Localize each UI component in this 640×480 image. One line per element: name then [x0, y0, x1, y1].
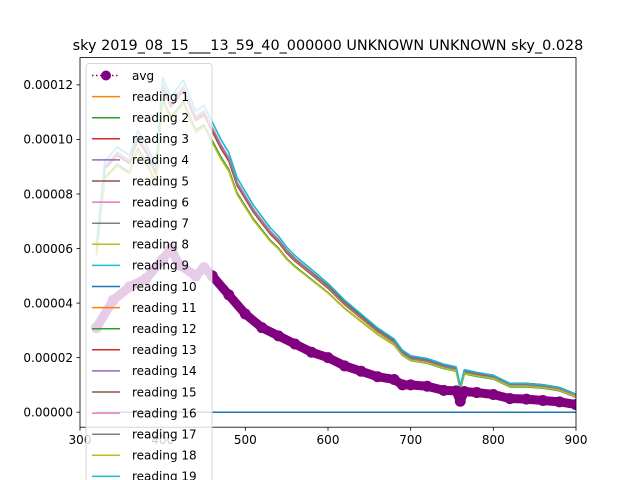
- avg-point: [272, 330, 284, 342]
- x-tick-label: 900: [565, 433, 588, 447]
- legend-item: reading 14: [92, 364, 197, 378]
- legend-item: reading 4: [92, 153, 189, 167]
- avg-point: [520, 393, 532, 405]
- legend-label: reading 1: [132, 90, 189, 104]
- legend-item: reading 10: [92, 280, 197, 294]
- legend-item: reading 17: [92, 428, 197, 442]
- legend-item: avg: [92, 69, 154, 83]
- avg-point: [305, 346, 317, 358]
- legend-item: reading 3: [92, 132, 189, 146]
- avg-point: [339, 360, 351, 372]
- legend-label: avg: [132, 69, 154, 83]
- avg-point: [355, 365, 367, 377]
- legend-item: reading 16: [92, 406, 197, 420]
- legend-label: reading 16: [132, 406, 197, 420]
- avg-point: [421, 380, 433, 392]
- avg-point: [388, 373, 400, 385]
- legend: avg reading 1 reading 2 reading 3 reading 4 r…: [85, 63, 213, 480]
- legend-label: reading 10: [132, 280, 197, 294]
- avg-point: [239, 308, 251, 320]
- avg-point: [289, 338, 301, 350]
- legend-item: reading 19: [92, 470, 197, 480]
- y-tick-label: 0.00006: [23, 242, 73, 256]
- avg-point: [438, 384, 450, 396]
- y-tick-label: 0.00000: [23, 405, 73, 419]
- legend-item: reading 15: [92, 385, 197, 399]
- avg-point: [256, 322, 268, 334]
- legend-item: reading 1: [92, 90, 189, 104]
- legend-label: reading 7: [132, 217, 189, 231]
- legend-label: reading 11: [132, 301, 197, 315]
- legend-item: reading 5: [92, 174, 189, 188]
- avg-point: [396, 379, 408, 391]
- x-tick-label: 600: [317, 433, 340, 447]
- y-tick-label: 0.00012: [23, 78, 73, 92]
- legend-label: reading 4: [132, 153, 189, 167]
- avg-point: [405, 379, 417, 391]
- legend-item: reading 9: [92, 259, 189, 273]
- legend-label: reading 6: [132, 195, 189, 209]
- avg-point: [458, 385, 470, 397]
- legend-label: reading 19: [132, 470, 197, 480]
- legend-label: reading 15: [132, 385, 197, 399]
- legend-label: reading 13: [132, 343, 197, 357]
- legend-item: reading 8: [92, 238, 189, 252]
- legend-label: reading 3: [132, 132, 189, 146]
- avg-point: [322, 352, 334, 364]
- y-tick-label: 0.00008: [23, 187, 73, 201]
- x-tick-label: 700: [399, 433, 422, 447]
- avg-point: [372, 371, 384, 383]
- legend-item: reading 13: [92, 343, 197, 357]
- legend-item: reading 18: [92, 449, 197, 463]
- legend-label: reading 5: [132, 174, 189, 188]
- legend-label: reading 8: [132, 238, 189, 252]
- y-tick-label: 0.00004: [23, 296, 73, 310]
- legend-box: [85, 63, 213, 480]
- chart-title: sky 2019_08_15___13_59_40_000000 UNKNOWN…: [73, 38, 584, 54]
- y-tick-label: 0.00002: [23, 351, 73, 365]
- avg-point: [223, 289, 235, 301]
- legend-label: reading 2: [132, 111, 189, 125]
- legend-label: reading 17: [132, 428, 197, 442]
- avg-point: [471, 387, 483, 399]
- legend-item: reading 11: [92, 301, 197, 315]
- y-tick-label: 0.00010: [23, 133, 73, 147]
- avg-point: [504, 393, 516, 405]
- legend-label: reading 18: [132, 449, 197, 463]
- legend-item: reading 2: [92, 111, 189, 125]
- legend-item: reading 12: [92, 322, 197, 336]
- x-tick-label: 800: [482, 433, 505, 447]
- avg-point: [570, 399, 576, 411]
- legend-label: reading 9: [132, 259, 189, 273]
- avg-point: [553, 396, 565, 408]
- avg-point: [450, 385, 462, 397]
- legend-label: reading 12: [132, 322, 197, 336]
- avg-point: [487, 388, 499, 400]
- avg-point: [537, 394, 549, 406]
- x-tick-label: 500: [234, 433, 257, 447]
- avg-point: [454, 395, 466, 407]
- legend-marker: [101, 70, 111, 81]
- legend-label: reading 14: [132, 364, 197, 378]
- legend-item: reading 7: [92, 217, 189, 231]
- legend-item: reading 6: [92, 195, 189, 209]
